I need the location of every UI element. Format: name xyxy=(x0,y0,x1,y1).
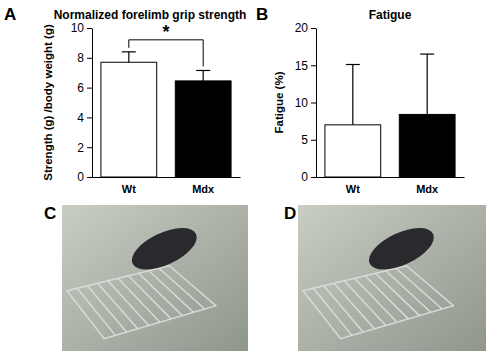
x-tick-label: Mdx xyxy=(416,183,439,195)
photo-grid-wire xyxy=(375,273,419,315)
plot-area xyxy=(325,54,455,177)
photo-mouse xyxy=(126,220,203,279)
chart-title: Normalized forelimb grip strength xyxy=(54,8,247,22)
photo-grid-wire xyxy=(355,278,397,322)
error-bar-stem xyxy=(352,65,353,125)
photo-background xyxy=(62,205,248,351)
y-axis-title: Fatigue (%) xyxy=(273,71,285,133)
error-bar-cap xyxy=(122,51,136,52)
x-axis-line xyxy=(317,177,465,178)
y-tick-label: 0 xyxy=(301,170,308,184)
error-bar-stem xyxy=(128,52,129,62)
error-bar-stem xyxy=(427,54,428,114)
y-tick-label: 6 xyxy=(77,81,84,95)
bar xyxy=(325,125,381,177)
y-tick: 6 xyxy=(77,81,92,95)
significance-bracket xyxy=(129,40,203,67)
y-tick-mark xyxy=(87,88,92,89)
photo-grid-wire xyxy=(396,268,442,309)
y-tick: 0 xyxy=(77,170,92,184)
y-tick-label: 5 xyxy=(301,133,308,147)
y-tick-label: 15 xyxy=(295,59,309,73)
error-bar-stem xyxy=(203,70,204,80)
y-axis-line xyxy=(316,29,317,178)
photo-grid-wire xyxy=(118,278,160,322)
photo-mouse xyxy=(363,220,440,279)
photo-grid-frame xyxy=(67,266,216,339)
y-tick: 10 xyxy=(71,21,92,35)
photo-grid-wire xyxy=(386,271,431,313)
x-tick: Mdx xyxy=(192,177,215,195)
bar xyxy=(399,114,455,177)
y-tick-label: 2 xyxy=(77,141,84,155)
photo-grid xyxy=(67,266,216,339)
y-tick: 0 xyxy=(301,170,316,184)
error-bar xyxy=(346,65,360,125)
photo-background xyxy=(298,205,486,351)
x-tick-label: Wt xyxy=(122,183,136,195)
plot-area xyxy=(101,52,231,177)
photo-grid xyxy=(303,266,453,339)
x-tick-label: Wt xyxy=(346,183,360,195)
error-bar-cap xyxy=(196,70,210,71)
y-axis-line xyxy=(92,29,93,178)
error-bar xyxy=(122,52,136,62)
y-tick-mark xyxy=(311,28,316,29)
photo-panel: C xyxy=(44,204,248,351)
y-tick-label: 20 xyxy=(295,21,309,35)
y-tick-mark xyxy=(311,177,316,178)
y-tick: 5 xyxy=(301,133,316,147)
error-bar-cap xyxy=(346,64,360,65)
y-tick-mark xyxy=(311,103,316,104)
y-tick-mark xyxy=(311,140,316,141)
bar xyxy=(101,62,157,177)
x-tick: Mdx xyxy=(416,177,439,195)
error-bar-cap xyxy=(420,53,434,54)
y-tick-label: 10 xyxy=(295,96,309,110)
x-tick-label: Mdx xyxy=(192,183,215,195)
y-tick-mark xyxy=(87,58,92,59)
y-tick-mark xyxy=(87,117,92,118)
chart-panel: A Normalized forelimb grip strengthStreng… xyxy=(4,5,246,195)
x-tick: Wt xyxy=(346,177,360,195)
bar xyxy=(175,81,231,177)
panel-label: B xyxy=(256,5,268,24)
chart-panel: B Fatigue Fatigue (%) 0 5 10 15 20 Wt Mdx xyxy=(256,5,465,195)
photo-grid-wire xyxy=(365,276,408,319)
y-tick-label: 0 xyxy=(77,170,84,184)
y-tick: 2 xyxy=(77,141,92,155)
significance-mark: * xyxy=(162,22,169,42)
photo-grid-wire xyxy=(149,271,194,313)
y-tick: 4 xyxy=(77,111,92,125)
chart-title: Fatigue xyxy=(369,8,412,22)
photo-grid-wire xyxy=(159,268,205,309)
y-tick-label: 4 xyxy=(77,111,84,125)
photo-grid-wire xyxy=(128,276,171,319)
y-tick-label: 8 xyxy=(77,51,84,65)
photo-panel: D xyxy=(284,204,486,351)
x-axis-line xyxy=(93,177,241,178)
x-tick: Wt xyxy=(122,177,136,195)
y-tick-mark xyxy=(87,147,92,148)
x-axis: Wt Mdx xyxy=(317,177,465,195)
error-bar xyxy=(420,54,434,114)
y-tick: 8 xyxy=(77,51,92,65)
y-tick: 15 xyxy=(295,59,316,73)
panel-label: D xyxy=(284,204,296,223)
y-tick: 10 xyxy=(295,96,316,110)
y-axis: 0 5 10 15 20 xyxy=(295,21,317,184)
y-tick-mark xyxy=(311,65,316,66)
y-tick-mark xyxy=(87,177,92,178)
y-axis-title: Strength (g) /body weight (g) xyxy=(42,24,54,181)
y-tick-mark xyxy=(87,28,92,29)
y-tick-label: 10 xyxy=(71,21,85,35)
y-axis: 0 2 4 6 8 10 xyxy=(71,21,93,184)
panel-label: A xyxy=(4,5,16,24)
panel-label: C xyxy=(44,204,56,223)
x-axis: Wt Mdx xyxy=(93,177,241,195)
error-bar xyxy=(196,70,210,80)
photo-grid-frame xyxy=(303,266,453,339)
photo-grid-wire xyxy=(139,273,183,315)
y-tick: 20 xyxy=(295,21,316,35)
